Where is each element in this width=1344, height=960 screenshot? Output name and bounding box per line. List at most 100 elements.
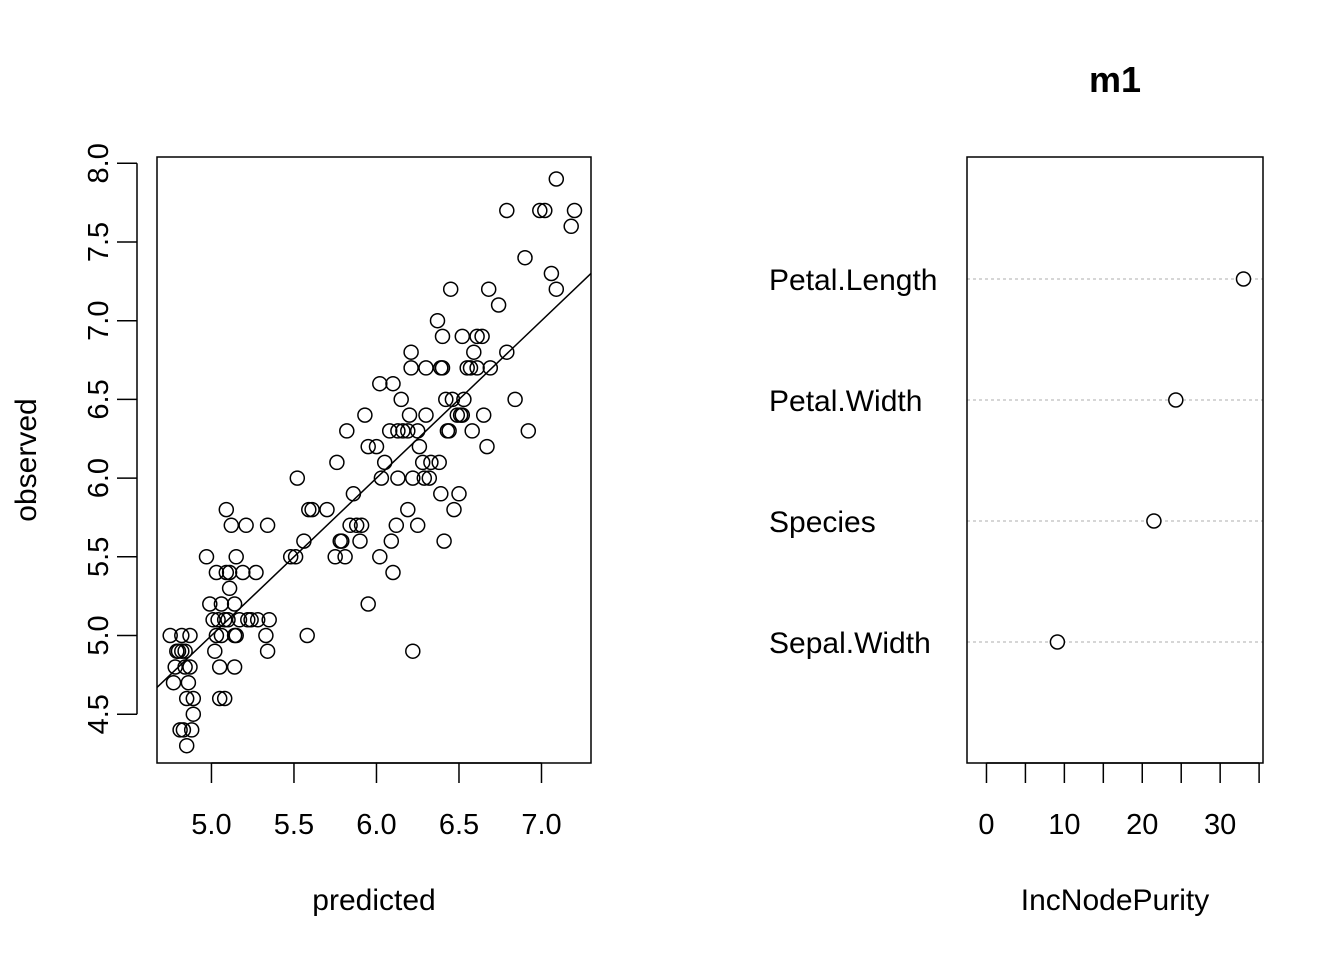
scatter-point (475, 407, 492, 423)
scatter-point (474, 328, 490, 345)
scatter-point (464, 423, 480, 439)
scatter-point (180, 674, 197, 691)
scatter-point (368, 438, 385, 455)
scatter-point (454, 328, 471, 345)
identity-reference-line (156, 272, 592, 688)
scatter-panel: 5.0 5.5 6.0 6.5 7.0 4.5 5.0 5.5 6.0 6.5 7.0 7.5 8.0… (10, 143, 592, 917)
scatter-point (211, 659, 228, 675)
scatter-point (451, 486, 467, 502)
scatter-point (299, 627, 315, 644)
x-tick-label: 6.0 (356, 809, 396, 841)
scatter-point (409, 423, 426, 439)
scatter-point (329, 454, 345, 471)
y-tick-label: 6.0 (83, 458, 115, 498)
y-tick-label: 8.0 (83, 143, 115, 183)
scatter-point (287, 549, 304, 565)
scatter-plot-box (156, 156, 592, 764)
scatter-point (178, 737, 195, 754)
scatter-point (436, 533, 452, 549)
importance-x-axis: 0 10 20 30 (978, 762, 1260, 841)
scatter-point (208, 564, 225, 581)
x-tick-label: 5.0 (191, 809, 231, 841)
scatter-point (289, 470, 306, 486)
scatter-point (429, 312, 446, 329)
scatter-point (434, 360, 451, 376)
scatter-point (482, 360, 499, 376)
scatter-point (434, 328, 451, 345)
scatter-point (403, 344, 419, 360)
scatter-point (395, 423, 411, 439)
scatter-point (228, 549, 244, 565)
y-tick-label: 4.5 (83, 694, 115, 734)
scatter-point (182, 627, 198, 644)
scatter-point (327, 549, 343, 565)
scatter-points (162, 171, 583, 754)
scatter-point (409, 517, 426, 534)
scatter-point (499, 202, 515, 219)
importance-rows: Petal.Length Petal.Width Species Sepal.Widt… (769, 264, 1263, 660)
y-tick-label: 7.5 (83, 222, 115, 262)
scatter-point (517, 249, 533, 266)
scatter-point (499, 344, 515, 360)
scatter-point (416, 470, 433, 486)
scatter-point (282, 549, 299, 565)
scatter-point (360, 596, 376, 612)
scatter-point (221, 564, 238, 581)
scatter-point (304, 501, 320, 518)
y-tick-label: 5.5 (83, 537, 115, 577)
importance-panel: m1 Petal.Length Petal.Width Species Sepal.W… (769, 59, 1264, 917)
scatter-point (213, 596, 230, 612)
scatter-point (174, 627, 190, 644)
scatter-point (220, 612, 236, 628)
scatter-point (433, 486, 449, 502)
scatter-point (393, 391, 409, 408)
scatter-point (296, 533, 312, 549)
scatter-point (390, 470, 406, 486)
scatter-point (403, 360, 419, 376)
importance-point (1168, 392, 1184, 408)
scatter-point (418, 360, 434, 376)
scatter-point (400, 501, 416, 518)
scatter-point (342, 517, 358, 534)
importance-plot-box (966, 156, 1264, 764)
scatter-point (345, 486, 362, 502)
scatter-point (442, 281, 459, 297)
scatter-point (357, 407, 373, 423)
scatter-point (319, 501, 335, 518)
scatter-point (388, 517, 405, 534)
scatter-point (438, 391, 454, 408)
scatter-point (175, 722, 192, 738)
scatter-point (446, 501, 462, 518)
scatter-point (537, 202, 553, 219)
scatter-point (211, 690, 228, 707)
scatter-point (238, 517, 254, 534)
y-tick-label: 5.0 (83, 615, 115, 655)
scatter-point (563, 218, 579, 235)
scatter-point (261, 612, 277, 628)
scatter-point (353, 517, 370, 534)
scatter-point (348, 517, 365, 534)
scatter-point (372, 549, 388, 565)
scatter-point (566, 202, 583, 219)
scatter-point (249, 612, 266, 628)
scatter-point (177, 643, 193, 659)
scatter-x-label: predicted (312, 884, 435, 917)
scatter-point (381, 423, 398, 439)
scatter-point (223, 517, 240, 534)
scatter-point (454, 407, 471, 423)
scatter-point (208, 627, 225, 644)
scatter-point (216, 690, 233, 707)
scatter-point (360, 438, 376, 455)
scatter-point (405, 470, 421, 486)
scatter-point (373, 470, 390, 486)
scatter-point (352, 533, 368, 549)
scatter-point (441, 423, 457, 439)
y-tick-label: 7.0 (83, 301, 115, 341)
scatter-point (548, 171, 565, 187)
scatter-point (372, 375, 388, 392)
scatter-x-axis: 5.0 5.5 6.0 6.5 7.0 (191, 762, 562, 841)
scatter-point (339, 423, 355, 439)
scatter-point (167, 659, 183, 675)
scatter-point (202, 596, 218, 612)
scatter-point (423, 454, 439, 471)
